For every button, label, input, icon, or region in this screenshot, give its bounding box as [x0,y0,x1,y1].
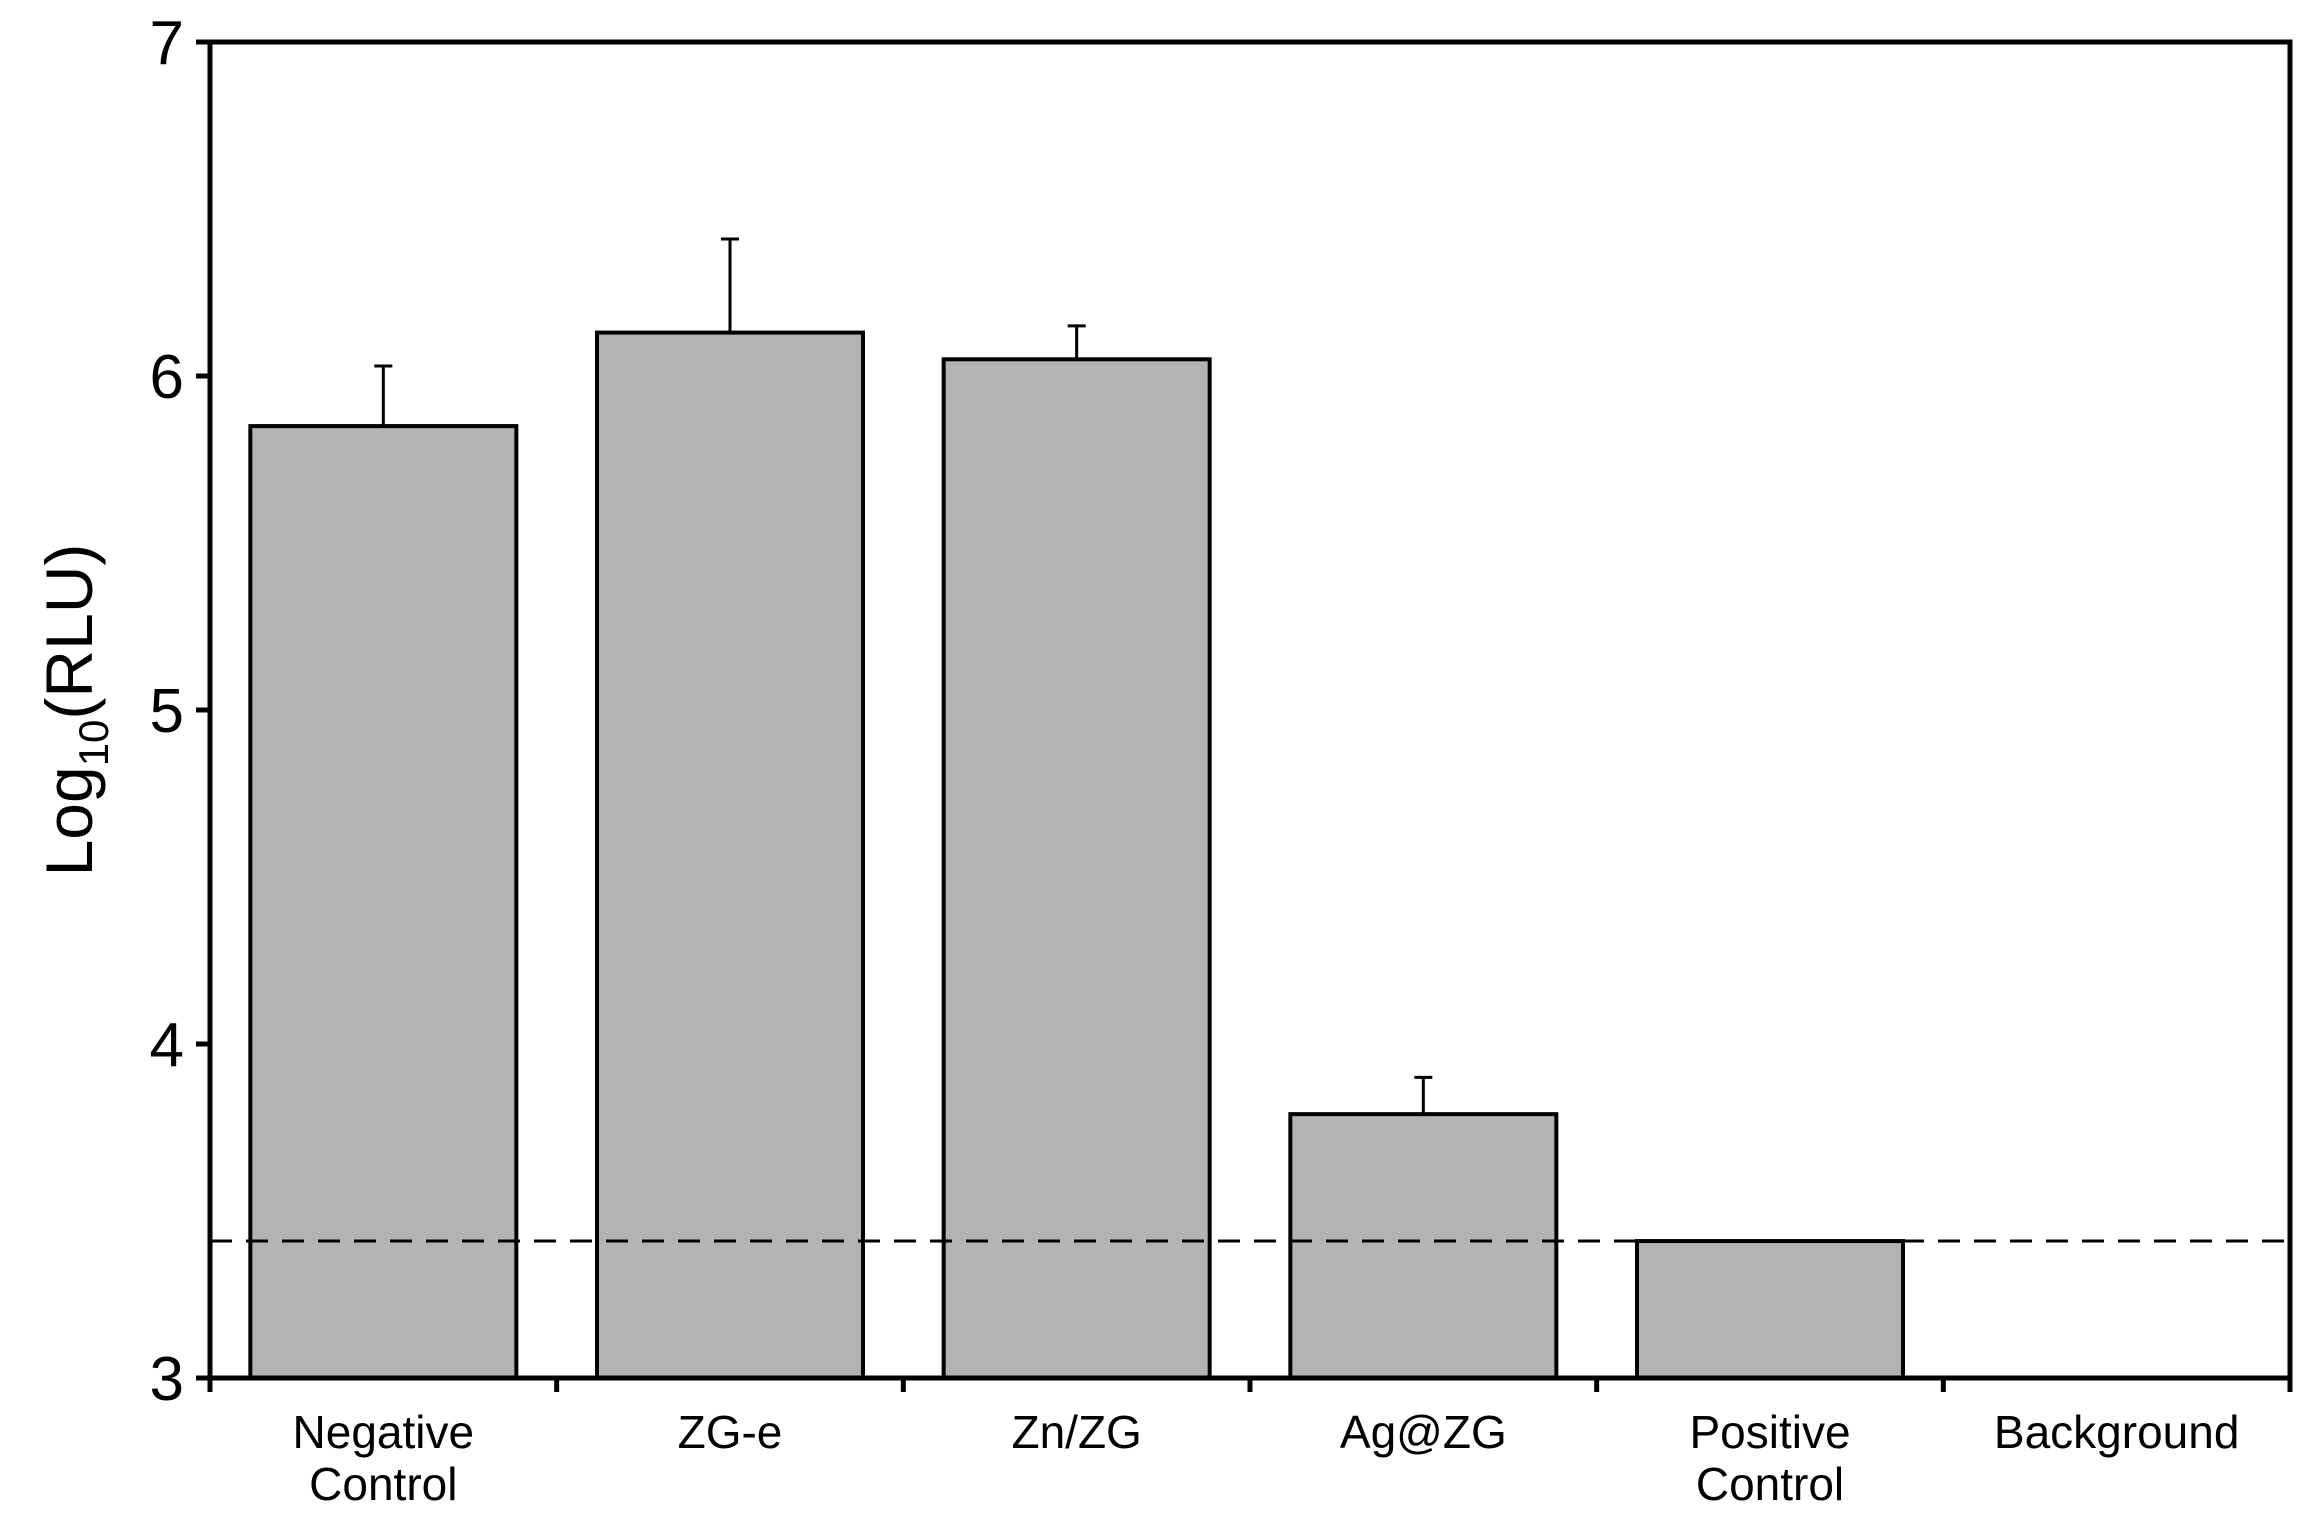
x-category-label-3-0: Ag@ZG [1340,1406,1507,1458]
x-category-label-4-0: Positive [1689,1406,1850,1458]
x-category-label-0-0: Negative [293,1406,475,1458]
x-category-label-1-0: ZG-e [678,1406,783,1458]
y-axis-title: Log10(RLU) [32,544,117,877]
y-axis-title-rest: (RLU) [32,544,106,720]
y-axis-title-text: Log10(RLU) [32,544,117,877]
bar-3 [1288,1112,1559,1380]
y-tick-label-2: 5 [150,677,184,746]
y-tick-label-1: 4 [150,1011,184,1080]
bar-0 [248,424,519,1381]
y-tick-label-4: 7 [150,9,184,78]
y-tick-label-3: 6 [150,343,184,412]
bar-1 [595,330,865,1381]
y-axis-title-subscript: 10 [70,720,117,767]
y-tick-label-0: 3 [150,1345,184,1414]
x-category-label-5-0: Background [1994,1406,2240,1458]
x-category-label-0-1: Control [309,1458,457,1510]
bar-2 [941,357,1212,1380]
y-axis-title-base: Log [32,766,106,876]
x-category-label-2-0: Zn/ZG [1011,1406,1141,1458]
plot-frame [207,39,2293,1381]
x-category-label-4-1: Control [1696,1458,1844,1510]
bar-4 [1635,1239,1905,1381]
